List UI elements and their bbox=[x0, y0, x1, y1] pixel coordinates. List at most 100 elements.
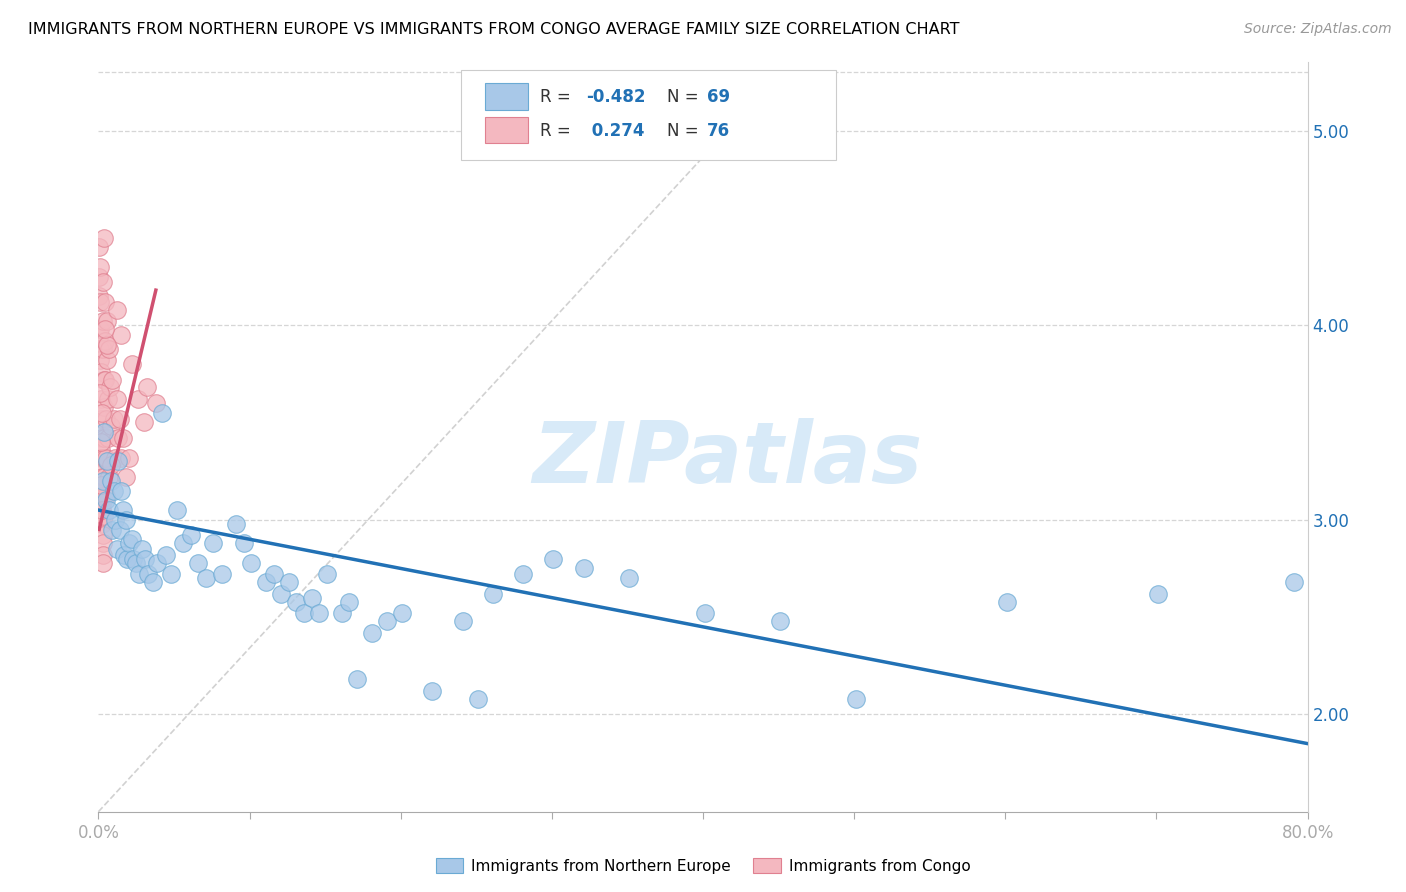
Point bbox=[108, 411, 131, 425]
Point bbox=[97, 392, 120, 406]
Point bbox=[543, 551, 565, 566]
Point bbox=[90, 450, 112, 465]
Point bbox=[121, 357, 143, 371]
Point bbox=[105, 302, 128, 317]
Point bbox=[172, 536, 194, 550]
Point bbox=[90, 365, 112, 379]
Point bbox=[512, 567, 534, 582]
FancyBboxPatch shape bbox=[461, 70, 837, 160]
Point bbox=[232, 536, 254, 550]
Point bbox=[96, 337, 118, 351]
Point bbox=[225, 516, 247, 531]
Point bbox=[451, 614, 474, 628]
Point bbox=[187, 556, 209, 570]
Point bbox=[105, 541, 128, 556]
Point bbox=[103, 483, 125, 498]
Point bbox=[375, 614, 398, 628]
Point bbox=[90, 458, 112, 473]
Point bbox=[301, 591, 323, 605]
Point bbox=[91, 276, 114, 290]
Point bbox=[263, 567, 285, 582]
Point bbox=[91, 508, 114, 523]
Point bbox=[330, 606, 353, 620]
Point bbox=[114, 470, 136, 484]
Point bbox=[572, 561, 595, 575]
Text: -0.482: -0.482 bbox=[586, 88, 645, 106]
Point bbox=[89, 294, 111, 309]
Point bbox=[107, 454, 129, 468]
Point bbox=[90, 503, 112, 517]
Text: N =: N = bbox=[666, 88, 703, 106]
Point bbox=[111, 503, 134, 517]
Point bbox=[93, 400, 115, 414]
Point bbox=[91, 516, 114, 531]
Point bbox=[111, 431, 134, 445]
Point bbox=[94, 294, 117, 309]
Point bbox=[89, 240, 111, 254]
Point bbox=[270, 587, 292, 601]
Point bbox=[346, 673, 368, 687]
Point bbox=[93, 431, 115, 445]
Point bbox=[100, 458, 122, 473]
Point bbox=[93, 490, 115, 504]
Text: R =: R = bbox=[540, 121, 576, 140]
Point bbox=[391, 606, 413, 620]
Point bbox=[131, 541, 153, 556]
Point bbox=[105, 392, 128, 406]
Point bbox=[104, 450, 127, 465]
Point bbox=[160, 567, 183, 582]
Point bbox=[96, 454, 118, 468]
Point bbox=[96, 353, 118, 368]
Point bbox=[91, 497, 114, 511]
Point bbox=[254, 575, 277, 590]
Point bbox=[96, 314, 118, 328]
Point bbox=[90, 392, 112, 406]
Text: ZIPatlas: ZIPatlas bbox=[531, 418, 922, 501]
Point bbox=[93, 230, 115, 244]
Point bbox=[98, 503, 121, 517]
Point bbox=[94, 334, 117, 348]
Point bbox=[136, 567, 159, 582]
Point bbox=[101, 523, 124, 537]
Point bbox=[134, 551, 156, 566]
Point bbox=[108, 523, 131, 537]
Point bbox=[90, 431, 112, 445]
Point bbox=[90, 490, 112, 504]
Point bbox=[90, 442, 112, 457]
Point bbox=[90, 477, 112, 491]
Point bbox=[337, 594, 360, 608]
Point bbox=[211, 567, 233, 582]
Point bbox=[90, 434, 112, 449]
Point bbox=[315, 567, 337, 582]
Point bbox=[1147, 587, 1170, 601]
Point bbox=[94, 373, 117, 387]
Point bbox=[127, 392, 149, 406]
Point bbox=[292, 606, 315, 620]
Point bbox=[93, 342, 115, 356]
Point bbox=[308, 606, 330, 620]
Point bbox=[114, 513, 136, 527]
Point bbox=[103, 411, 125, 425]
Point bbox=[91, 314, 114, 328]
Point bbox=[94, 322, 117, 336]
Point bbox=[89, 289, 111, 303]
Point bbox=[90, 411, 112, 425]
Point bbox=[89, 327, 111, 342]
Point bbox=[91, 556, 114, 570]
Point bbox=[112, 548, 135, 562]
Point bbox=[121, 533, 143, 547]
Point bbox=[96, 490, 118, 504]
Point bbox=[91, 474, 114, 488]
Point bbox=[90, 477, 112, 491]
Point bbox=[422, 684, 444, 698]
Point bbox=[142, 575, 165, 590]
Point bbox=[89, 386, 111, 401]
Point bbox=[91, 406, 114, 420]
Point bbox=[100, 474, 122, 488]
Point bbox=[98, 342, 121, 356]
Point bbox=[93, 470, 115, 484]
Point bbox=[93, 373, 115, 387]
Point bbox=[98, 380, 121, 394]
Point bbox=[145, 396, 167, 410]
Bar bbox=[485, 117, 527, 144]
